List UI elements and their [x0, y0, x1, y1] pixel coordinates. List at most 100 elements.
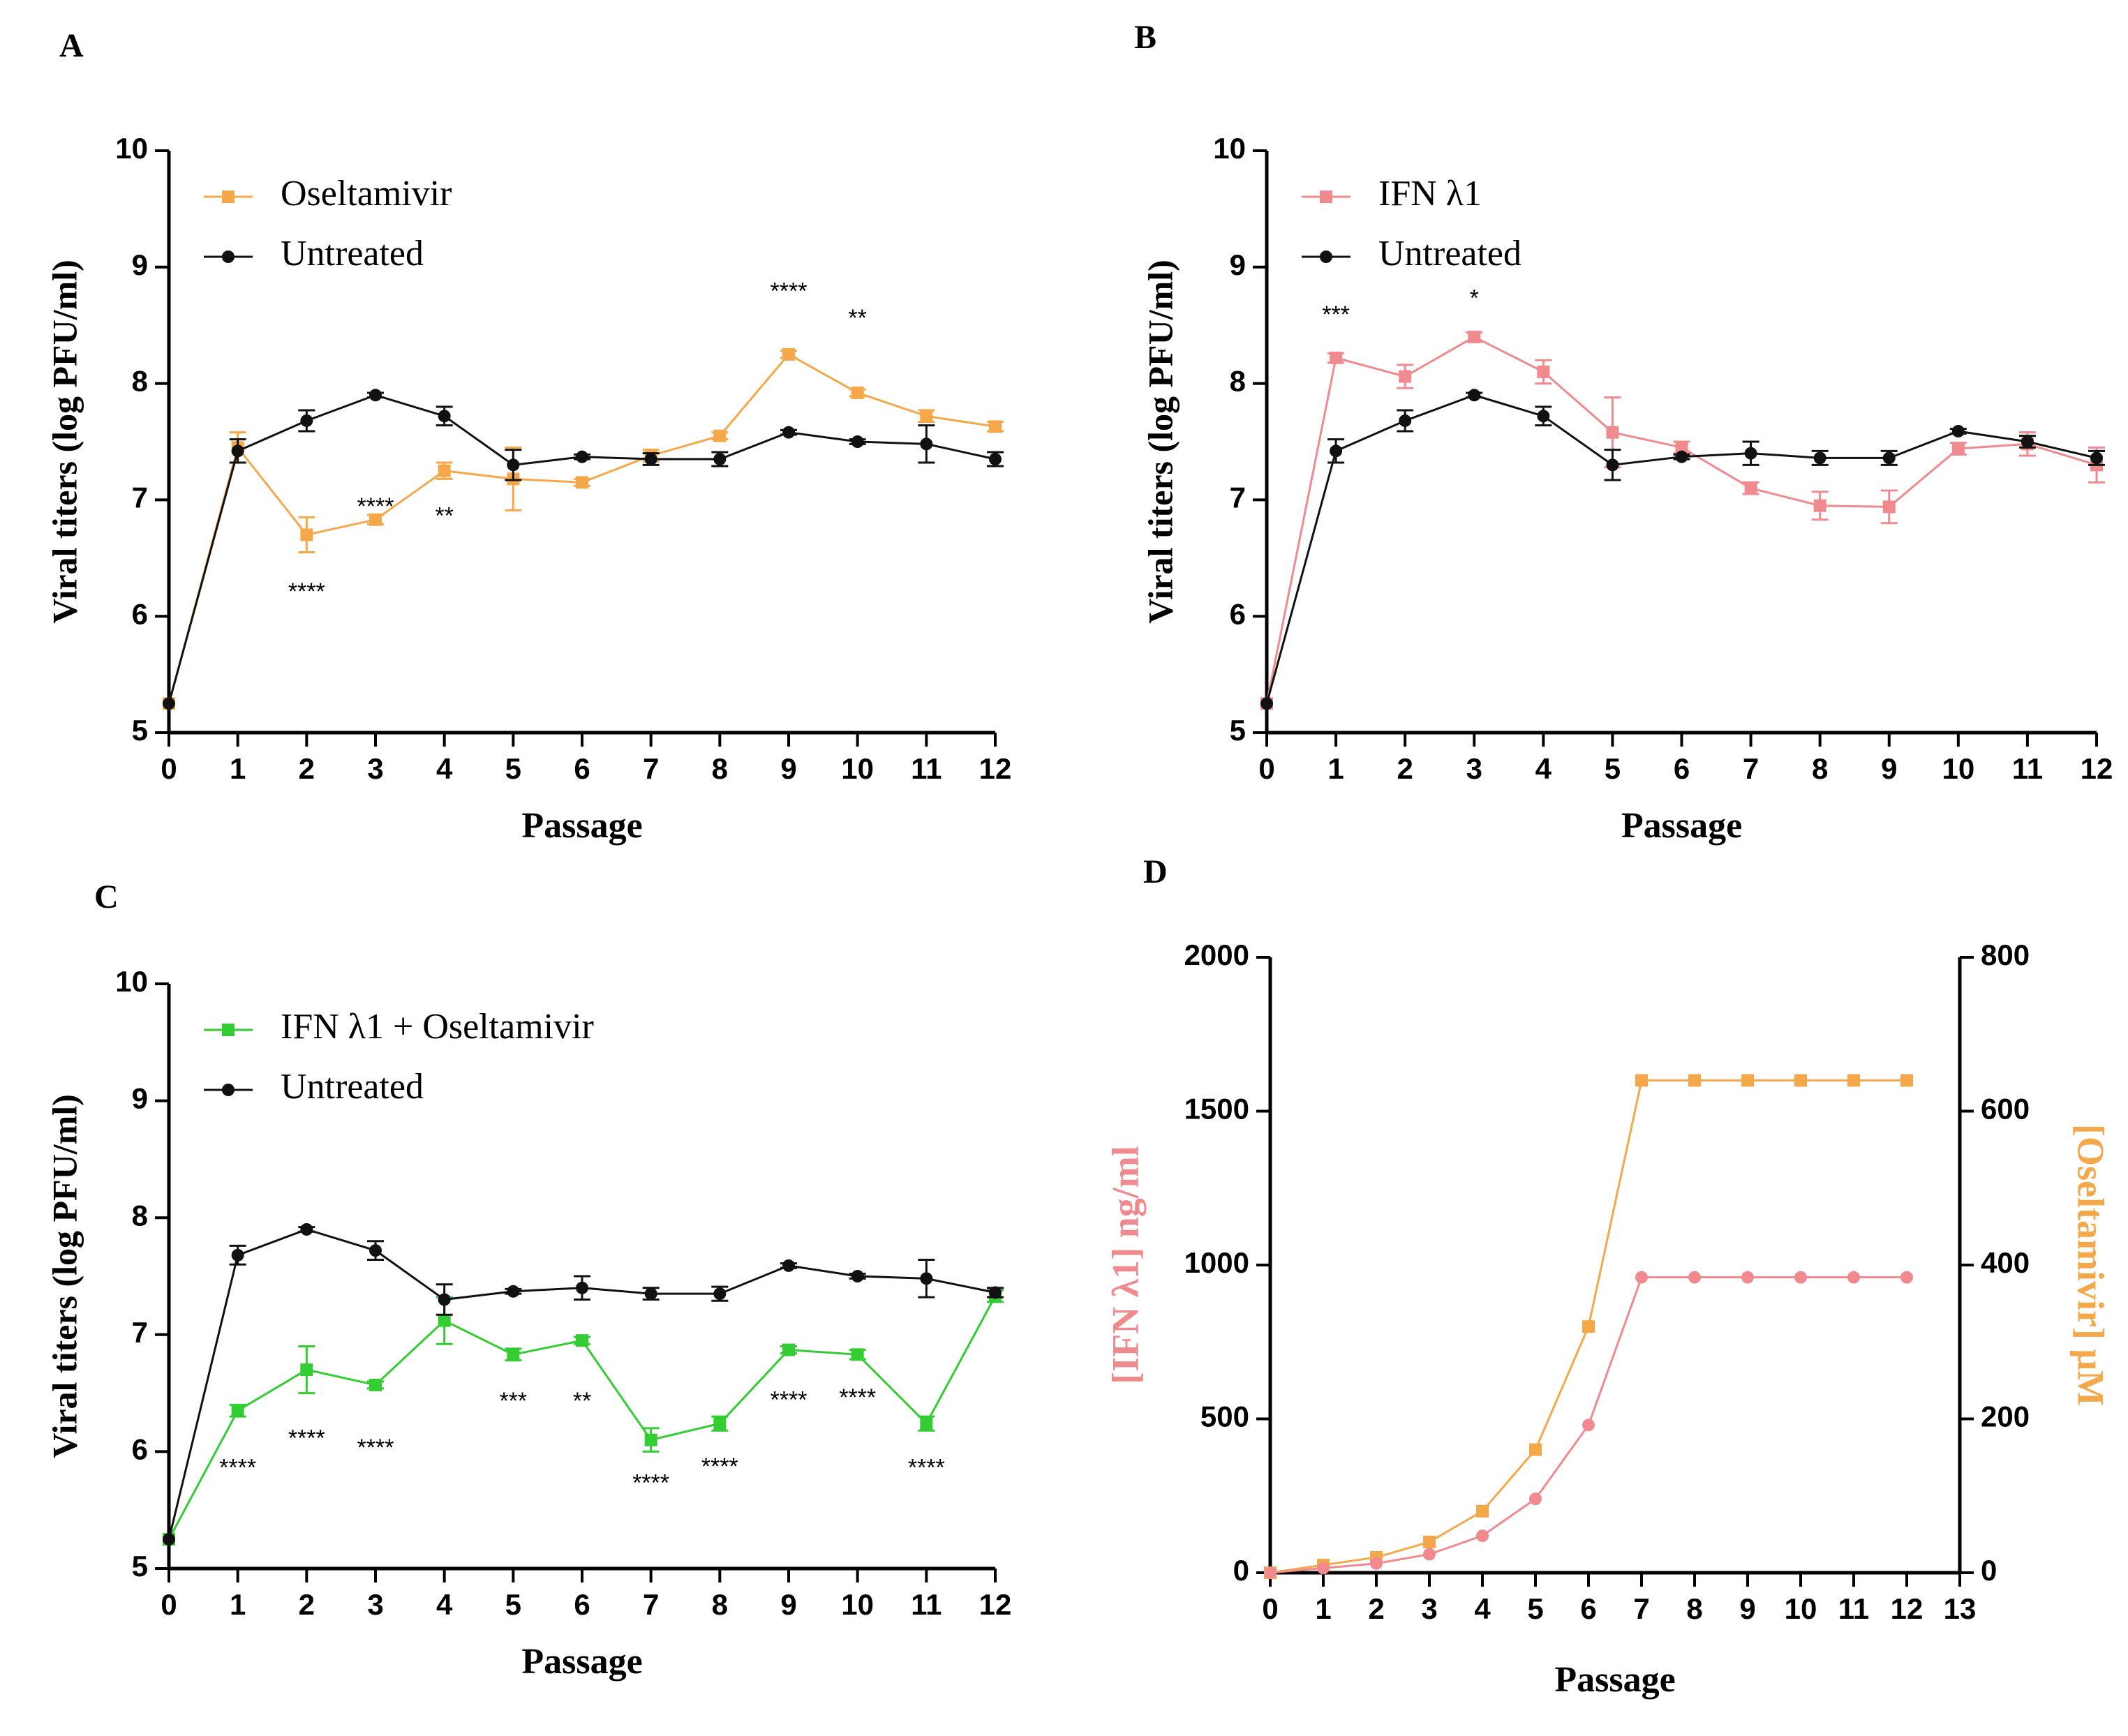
data-point	[782, 1343, 795, 1356]
series-ifn-1	[1260, 330, 2105, 710]
x-tick-label: 5	[1527, 1592, 1543, 1625]
data-point	[713, 429, 727, 442]
data-point	[1688, 1271, 1701, 1284]
legend-marker	[222, 190, 235, 203]
y-tick-label: 10	[115, 965, 148, 998]
x-tick-label: 0	[1262, 1592, 1278, 1625]
x-tick-label: 8	[712, 752, 728, 785]
data-point	[231, 1404, 244, 1417]
y-tick-label: 9	[132, 248, 148, 281]
significance-annotation: ****	[771, 1386, 808, 1413]
panel-letter: D	[1143, 853, 1168, 890]
significance-annotation: ****	[288, 578, 325, 605]
x-tick-label: 12	[979, 752, 1012, 785]
legend-label: IFN λ1 + Oseltamivir	[281, 1007, 594, 1047]
data-point	[231, 1248, 244, 1262]
y-tick-label: 7	[132, 481, 148, 514]
x-tick-label: 6	[1580, 1592, 1596, 1625]
x-tick-label: 3	[367, 1588, 383, 1621]
x-tick-label: 7	[1633, 1592, 1649, 1625]
data-point	[713, 1417, 727, 1430]
significance-annotation: ****	[219, 1455, 256, 1481]
data-point	[1688, 1074, 1701, 1087]
data-point	[1813, 499, 1826, 512]
y-axis-right-title: [Oseltamivir] μM	[2070, 1124, 2112, 1406]
significance-annotation: ****	[632, 1469, 669, 1496]
x-tick-label: 12	[1891, 1592, 1924, 1625]
data-point	[1675, 441, 1688, 454]
data-point	[1675, 450, 1688, 463]
x-tick-label: 7	[643, 752, 659, 785]
x-tick-label: 12	[979, 1588, 1012, 1621]
data-point	[920, 1417, 933, 1430]
x-tick-label: 9	[1739, 1592, 1755, 1625]
data-point	[1951, 442, 1965, 456]
x-tick-label: 11	[911, 752, 942, 785]
data-point	[851, 1270, 864, 1282]
data-point	[1847, 1271, 1860, 1284]
y-tick-label: 8	[132, 1199, 148, 1232]
y-tick-label: 8	[132, 365, 148, 398]
significance-annotation: ****	[701, 1453, 738, 1480]
x-tick-label: 1	[230, 752, 246, 785]
y-tick-label: 5	[1230, 714, 1246, 747]
y-axis-title: Viral titers (log PFU/ml)	[45, 1094, 84, 1458]
y-tick-label: 8	[1230, 365, 1246, 398]
data-point	[1537, 365, 1550, 378]
x-tick-label: 1	[1315, 1592, 1331, 1625]
data-point	[1582, 1320, 1595, 1333]
data-point	[1330, 351, 1343, 364]
data-point	[851, 1348, 864, 1361]
significance-annotation: **	[573, 1388, 591, 1414]
data-point	[163, 697, 175, 710]
panel-letter: A	[59, 27, 84, 64]
data-point	[920, 410, 933, 423]
y-tick-label: 9	[1230, 248, 1246, 281]
data-point	[369, 389, 382, 402]
data-point	[1476, 1529, 1489, 1543]
y-right-tick-label: 400	[1981, 1246, 2030, 1279]
data-point	[989, 1286, 1002, 1299]
y-left-tick-label: 0	[1233, 1554, 1249, 1587]
legend-marker	[222, 1084, 235, 1096]
significance-annotation: ****	[908, 1455, 945, 1481]
y-tick-label: 6	[1230, 597, 1246, 630]
y-left-tick-label: 500	[1200, 1400, 1249, 1433]
data-point	[438, 1293, 451, 1306]
data-point	[1635, 1271, 1648, 1284]
x-tick-label: 9	[780, 752, 796, 785]
data-point	[1741, 1271, 1754, 1284]
data-point	[782, 347, 795, 361]
y-left-tick-label: 1500	[1184, 1093, 1249, 1125]
x-tick-label: 10	[841, 752, 874, 785]
series-line	[168, 1295, 997, 1540]
data-point	[1370, 1557, 1383, 1570]
data-point	[1330, 444, 1343, 458]
y-right-tick-label: 800	[1981, 938, 2030, 971]
x-tick-label: 2	[299, 752, 315, 785]
y-tick-label: 5	[132, 1550, 148, 1582]
x-tick-label: 6	[1674, 752, 1690, 785]
data-point	[1744, 447, 1757, 460]
significance-annotation: ****	[357, 1435, 394, 1461]
y-axis-title: Viral titers (log PFU/ml)	[1140, 260, 1180, 624]
y-left-tick-label: 1000	[1184, 1246, 1249, 1279]
data-point	[782, 1259, 795, 1272]
data-point	[989, 420, 1002, 433]
x-tick-label: 7	[643, 1588, 659, 1621]
x-tick-label: 8	[1812, 752, 1828, 785]
y-right-tick-label: 0	[1981, 1554, 1997, 1587]
y-tick-label: 10	[1213, 132, 1246, 165]
legend-label: Oseltamivir	[281, 174, 452, 214]
data-point	[920, 1272, 933, 1285]
y-tick-label: 7	[132, 1316, 148, 1349]
data-point	[507, 458, 520, 472]
x-tick-label: 5	[505, 1588, 521, 1621]
data-point	[1529, 1443, 1542, 1456]
data-point	[231, 444, 244, 458]
x-axis-title: Passage	[1554, 1660, 1675, 1700]
data-point	[1423, 1535, 1436, 1548]
x-tick-label: 8	[712, 1588, 728, 1621]
x-tick-label: 10	[1785, 1592, 1817, 1625]
